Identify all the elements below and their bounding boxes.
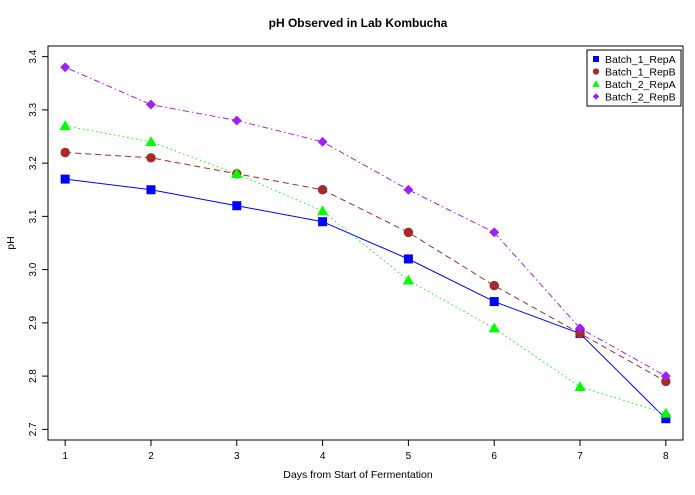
x-tick-label: 2 bbox=[148, 451, 154, 462]
data-point bbox=[489, 227, 500, 238]
series-batch-2-repa bbox=[59, 120, 672, 418]
legend-label: Batch_2_RepB bbox=[605, 91, 676, 103]
data-point bbox=[660, 407, 672, 418]
series-batch-2-repb bbox=[60, 62, 671, 382]
data-point bbox=[59, 120, 71, 131]
data-point bbox=[575, 328, 585, 339]
data-point bbox=[231, 115, 242, 126]
data-point bbox=[489, 280, 499, 291]
data-point bbox=[60, 62, 71, 73]
legend-label: Batch_1_RepA bbox=[605, 54, 676, 66]
x-axis-label: Days from Start of Fermentation bbox=[283, 469, 433, 481]
data-point bbox=[318, 217, 328, 227]
legend-marker bbox=[592, 80, 600, 87]
data-point bbox=[60, 147, 70, 158]
x-tick-label: 1 bbox=[62, 451, 68, 462]
legend-marker bbox=[593, 56, 599, 62]
y-axis: 2.7 2.8 2.9 3.0 3.1 3.2 3.3 3.4 bbox=[28, 49, 48, 436]
chart-title: pH Observed in Lab Kombucha bbox=[269, 16, 448, 30]
y-tick-label: 3.0 bbox=[28, 262, 39, 276]
legend-item: Batch_2_RepA bbox=[592, 79, 676, 91]
series-line bbox=[65, 66, 667, 377]
y-tick-label: 3.2 bbox=[28, 156, 39, 170]
data-point bbox=[316, 205, 329, 216]
series-line bbox=[65, 152, 667, 382]
legend: Batch_1_RepABatch_1_RepBBatch_2_RepABatc… bbox=[586, 49, 682, 107]
y-tick-label: 3.4 bbox=[28, 49, 39, 63]
legend-marker bbox=[592, 68, 600, 75]
data-point bbox=[146, 185, 156, 195]
series-batch-1-repb bbox=[60, 147, 671, 387]
legend-item: Batch_1_RepB bbox=[592, 66, 676, 78]
data-point bbox=[660, 371, 671, 382]
series-layer bbox=[59, 62, 672, 424]
y-tick-label: 2.7 bbox=[28, 422, 39, 436]
legend-label: Batch_2_RepA bbox=[605, 79, 676, 91]
series-line bbox=[65, 178, 667, 420]
data-point bbox=[403, 227, 414, 238]
data-point bbox=[402, 274, 415, 285]
plot-frame bbox=[47, 45, 684, 441]
data-point bbox=[317, 136, 328, 147]
y-tick-label: 3.1 bbox=[28, 209, 39, 223]
series-line bbox=[65, 125, 666, 414]
data-point bbox=[488, 322, 500, 333]
data-point bbox=[231, 168, 243, 179]
x-tick-label: 4 bbox=[320, 451, 326, 462]
legend-item: Batch_1_RepA bbox=[593, 54, 676, 66]
data-point bbox=[232, 201, 242, 211]
data-point bbox=[489, 297, 499, 307]
y-tick-label: 2.9 bbox=[28, 315, 39, 329]
data-point bbox=[661, 414, 671, 424]
legend-box bbox=[586, 49, 682, 107]
data-point bbox=[403, 254, 413, 264]
data-point bbox=[146, 153, 156, 163]
legend-item: Batch_2_RepB bbox=[592, 91, 676, 103]
data-point bbox=[661, 376, 671, 387]
data-point bbox=[60, 174, 70, 184]
data-point bbox=[403, 184, 414, 195]
y-axis-label: pH bbox=[5, 236, 17, 249]
legend-label: Batch_1_RepB bbox=[605, 66, 676, 78]
data-point bbox=[575, 323, 585, 334]
y-tick-label: 2.8 bbox=[28, 369, 39, 383]
data-point bbox=[145, 136, 157, 147]
legend-marker bbox=[592, 93, 600, 100]
x-tick-label: 7 bbox=[577, 451, 583, 462]
y-tick-label: 3.3 bbox=[28, 103, 39, 117]
data-point bbox=[574, 381, 586, 391]
x-tick-label: 6 bbox=[491, 451, 497, 462]
data-point bbox=[146, 99, 156, 110]
x-tick-label: 5 bbox=[406, 451, 412, 462]
x-axis: 1 2 3 4 5 6 7 8 bbox=[62, 440, 669, 462]
data-point bbox=[317, 185, 328, 195]
x-tick-label: 3 bbox=[234, 451, 240, 462]
x-tick-label: 8 bbox=[663, 451, 669, 462]
